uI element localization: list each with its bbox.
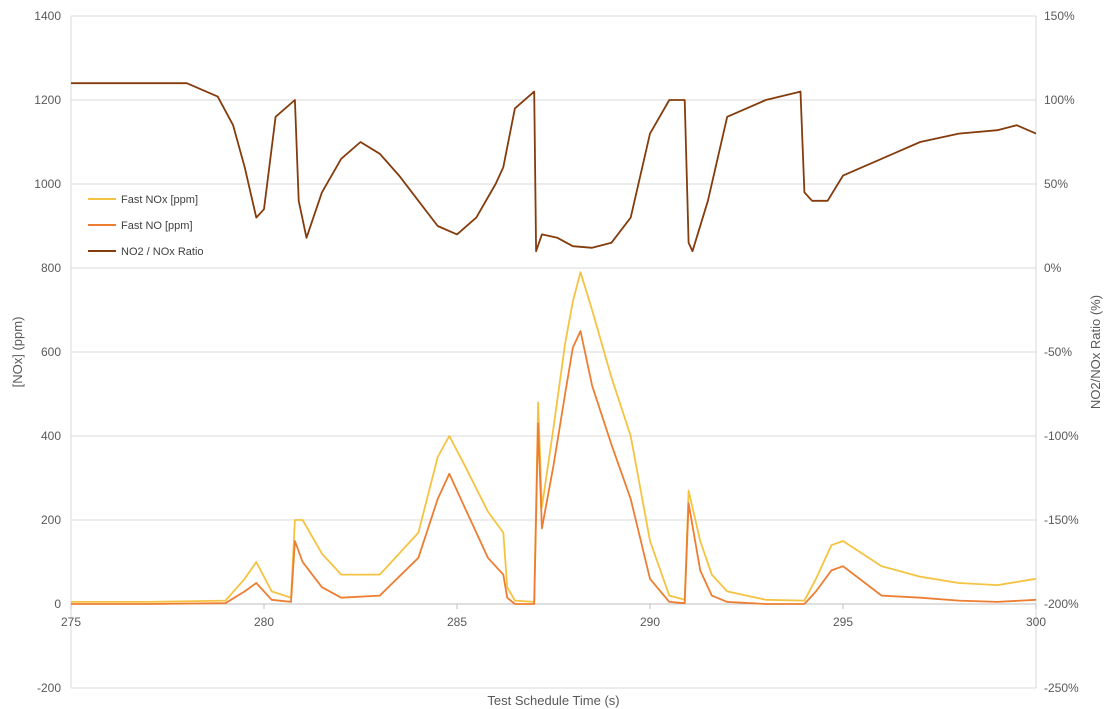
y-axis-title: [NOx] (ppm) <box>10 317 25 388</box>
y2-tick-label: 0% <box>1044 261 1062 275</box>
legend-label: Fast NOx [ppm] <box>121 194 198 206</box>
x-tick-label: 300 <box>1026 615 1046 629</box>
y-tick-label: 1200 <box>34 93 61 107</box>
y2-tick-label: -50% <box>1044 345 1072 359</box>
y2-tick-label: -150% <box>1044 513 1079 527</box>
y-tick-label: 400 <box>41 429 61 443</box>
y-tick-label: 200 <box>41 513 61 527</box>
y2-tick-label: -100% <box>1044 429 1079 443</box>
y2-axis-title: NO2/NOx Ratio (%) <box>1088 295 1103 409</box>
x-axis-title: Test Schedule Time (s) <box>487 693 619 708</box>
x-tick-label: 280 <box>254 615 274 629</box>
x-tick-label: 275 <box>61 615 81 629</box>
axes <box>70 16 1037 688</box>
series-lines <box>71 82 1037 605</box>
tick-labels: -200 0 200 400 600 800 1000 1200 1400 -250% -200% -… <box>34 9 1079 695</box>
legend-label: Fast NO [ppm] <box>121 220 193 232</box>
grid-lines <box>71 15 1036 689</box>
y2-tick-label: -200% <box>1044 597 1079 611</box>
y-tick-label: 1000 <box>34 177 61 191</box>
y-tick-label: 800 <box>41 261 61 275</box>
legend-label: NO2 / NOx Ratio <box>121 246 204 258</box>
x-tick-label: 285 <box>447 615 467 629</box>
series-line-0 <box>71 271 1037 603</box>
x-tick-label: 290 <box>640 615 660 629</box>
series-line-1 <box>71 330 1037 605</box>
legend: Fast NOx [ppm] Fast NO [ppm] NO2 / NOx Rat… <box>88 194 204 258</box>
y-tick-label: 0 <box>54 597 61 611</box>
y2-tick-label: -250% <box>1044 681 1079 695</box>
y-tick-label: 600 <box>41 345 61 359</box>
y2-tick-label: 150% <box>1044 9 1075 23</box>
y2-tick-label: 100% <box>1044 93 1075 107</box>
y-tick-label: -200 <box>37 681 61 695</box>
x-tick-label: 295 <box>833 615 853 629</box>
series-line-2 <box>71 82 1037 253</box>
y2-tick-label: 50% <box>1044 177 1068 191</box>
y-tick-label: 1400 <box>34 9 61 23</box>
